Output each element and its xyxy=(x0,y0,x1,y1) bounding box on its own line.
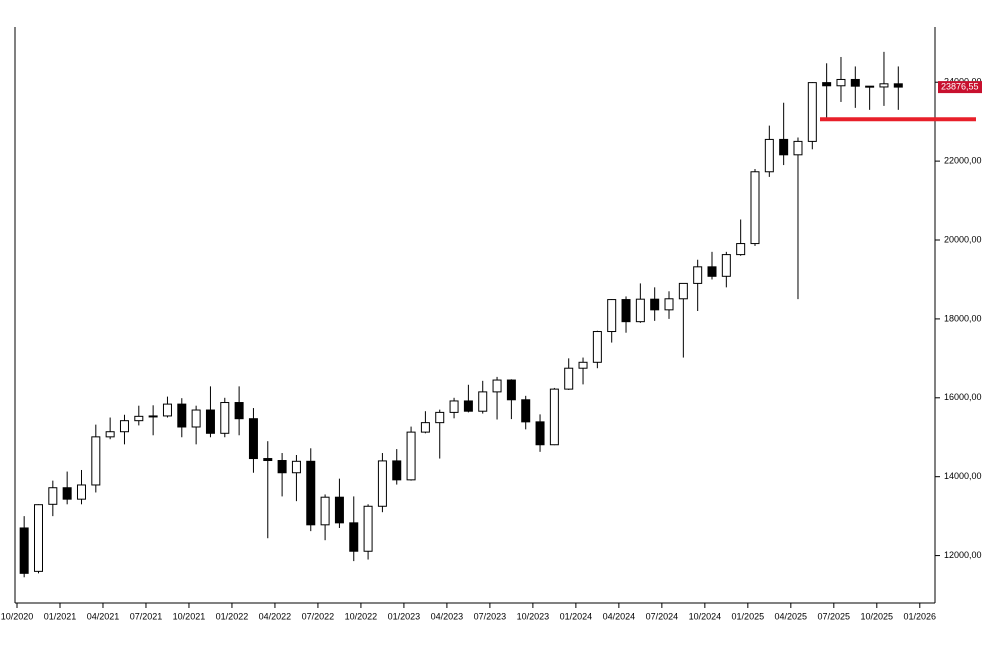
candle-body xyxy=(807,82,817,142)
x-tick-label: 04/2023 xyxy=(431,611,464,621)
candle-body xyxy=(205,409,215,434)
x-tick-label: 04/2022 xyxy=(259,611,292,621)
candle-body xyxy=(119,420,129,433)
candle-body xyxy=(578,361,588,369)
candle-body xyxy=(893,83,903,88)
candle-body xyxy=(635,298,645,323)
candle-body xyxy=(492,379,502,393)
candle-body xyxy=(291,460,301,474)
candle-body xyxy=(377,460,387,507)
candle-body xyxy=(764,138,774,173)
candle-body xyxy=(148,415,158,418)
candle-body xyxy=(263,458,273,462)
x-tick-label: 01/2021 xyxy=(44,611,77,621)
candle-body xyxy=(664,298,674,311)
x-tick-label: 04/2025 xyxy=(775,611,808,621)
candle-body xyxy=(678,282,688,300)
candle-body xyxy=(650,298,660,311)
candle-body xyxy=(177,403,187,428)
candle-body xyxy=(19,527,29,574)
candle-body xyxy=(320,496,330,526)
candle-body xyxy=(707,266,717,277)
candle-body xyxy=(277,460,287,474)
x-tick-label: 04/2024 xyxy=(603,611,636,621)
x-tick-label: 01/2024 xyxy=(560,611,593,621)
candle-body xyxy=(105,431,115,438)
candle-body xyxy=(76,484,86,500)
candle-body xyxy=(721,254,731,277)
x-tick-label: 07/2025 xyxy=(818,611,851,621)
candle-body xyxy=(592,331,602,363)
candle-body xyxy=(349,522,359,552)
candle-body xyxy=(506,379,516,401)
candle-body xyxy=(62,487,72,500)
candle-body xyxy=(463,400,473,412)
candle-body xyxy=(750,171,760,245)
x-tick-label: 04/2021 xyxy=(87,611,120,621)
x-tick-label: 10/2020 xyxy=(1,611,34,621)
y-tick-label: 20000,00 xyxy=(944,234,982,244)
x-tick-label: 07/2021 xyxy=(130,611,163,621)
candle-body xyxy=(392,460,402,481)
x-tick-label: 01/2023 xyxy=(388,611,421,621)
candle-body xyxy=(850,78,860,87)
candle-body xyxy=(549,388,559,446)
candle-body xyxy=(191,409,201,428)
candle-body xyxy=(449,400,459,413)
candle-body xyxy=(248,418,258,460)
x-tick-label: 01/2022 xyxy=(216,611,249,621)
last-price-label: 23876,55 xyxy=(941,81,979,91)
x-tick-label: 10/2023 xyxy=(517,611,550,621)
y-tick-label: 18000,00 xyxy=(944,313,982,323)
candle-body xyxy=(822,82,832,87)
x-tick-label: 10/2022 xyxy=(345,611,378,621)
candle-body xyxy=(693,266,703,284)
candle-body xyxy=(234,402,244,420)
candle-body xyxy=(48,487,58,505)
candle-body xyxy=(406,431,416,481)
x-tick-label: 10/2024 xyxy=(689,611,722,621)
x-tick-label: 07/2023 xyxy=(474,611,507,621)
candle-body xyxy=(564,367,574,390)
candle-body xyxy=(607,299,617,333)
candle-body xyxy=(521,399,531,423)
candle-body xyxy=(420,422,430,433)
candle-body xyxy=(334,496,344,524)
candle-body xyxy=(33,504,43,572)
candle-body xyxy=(162,403,172,417)
candle-body xyxy=(836,78,846,87)
candle-body xyxy=(736,243,746,256)
y-tick-label: 12000,00 xyxy=(944,550,982,560)
candle-body xyxy=(435,411,445,424)
x-tick-label: 10/2025 xyxy=(861,611,894,621)
candle-body xyxy=(134,415,144,422)
x-tick-label: 01/2025 xyxy=(732,611,765,621)
candle-body xyxy=(879,83,889,88)
candle-body xyxy=(478,391,488,412)
candle-body xyxy=(621,299,631,323)
candle-body xyxy=(91,436,101,486)
y-tick-label: 14000,00 xyxy=(944,471,982,481)
candle-body xyxy=(363,505,373,552)
x-tick-label: 01/2026 xyxy=(904,611,937,621)
candle-body xyxy=(865,85,875,88)
candle-body xyxy=(779,138,789,156)
candle-body xyxy=(793,140,803,156)
x-tick-label: 07/2022 xyxy=(302,611,335,621)
candle-body xyxy=(220,402,230,434)
y-tick-label: 16000,00 xyxy=(944,392,982,402)
candle-body xyxy=(535,421,545,446)
x-tick-label: 07/2024 xyxy=(646,611,679,621)
last-price-box xyxy=(938,81,982,94)
y-tick-label: 22000,00 xyxy=(944,155,982,165)
candle-body xyxy=(306,460,316,526)
x-tick-label: 10/2021 xyxy=(173,611,206,621)
